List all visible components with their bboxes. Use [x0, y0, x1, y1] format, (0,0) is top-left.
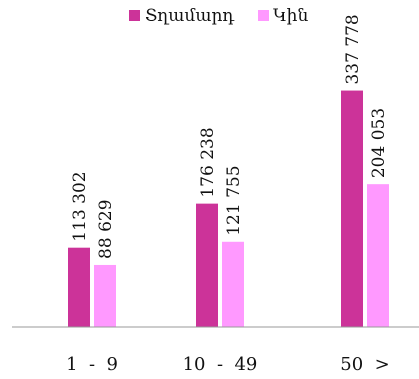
- bar-female-0: [94, 264, 116, 327]
- legend-label-female: Կին: [273, 6, 308, 26]
- bar-male-0: [68, 247, 90, 327]
- data-labels: 113 302 88 629 176 238 121 755 337 778 204 05…: [70, 14, 389, 259]
- bars: [68, 90, 389, 328]
- bar-male-1: [196, 203, 218, 327]
- data-label-male-1: 176 238: [198, 127, 218, 197]
- bar-female-1: [222, 241, 244, 327]
- data-label-female-0: 88 629: [96, 199, 116, 258]
- bar-female-2: [367, 184, 389, 327]
- data-label-male-0: 113 302: [70, 171, 90, 241]
- legend-swatch-female: [258, 10, 269, 21]
- bar-male-2: [341, 90, 363, 328]
- x-tick-label-2: 50 >: [340, 354, 389, 375]
- x-tick-label-0: 1 - 9: [66, 354, 118, 375]
- x-tick-label-1: 10 - 49: [183, 354, 258, 375]
- data-label-female-1: 121 755: [224, 165, 244, 235]
- legend: Տղամարդ Կին: [129, 6, 308, 26]
- legend-label-male: Տղամարդ: [145, 6, 234, 26]
- data-label-female-2: 204 053: [369, 108, 389, 178]
- data-label-male-2: 337 778: [343, 14, 363, 84]
- x-tick-labels: 1 - 9 10 - 49 50 >: [66, 354, 390, 375]
- legend-swatch-male: [129, 10, 140, 21]
